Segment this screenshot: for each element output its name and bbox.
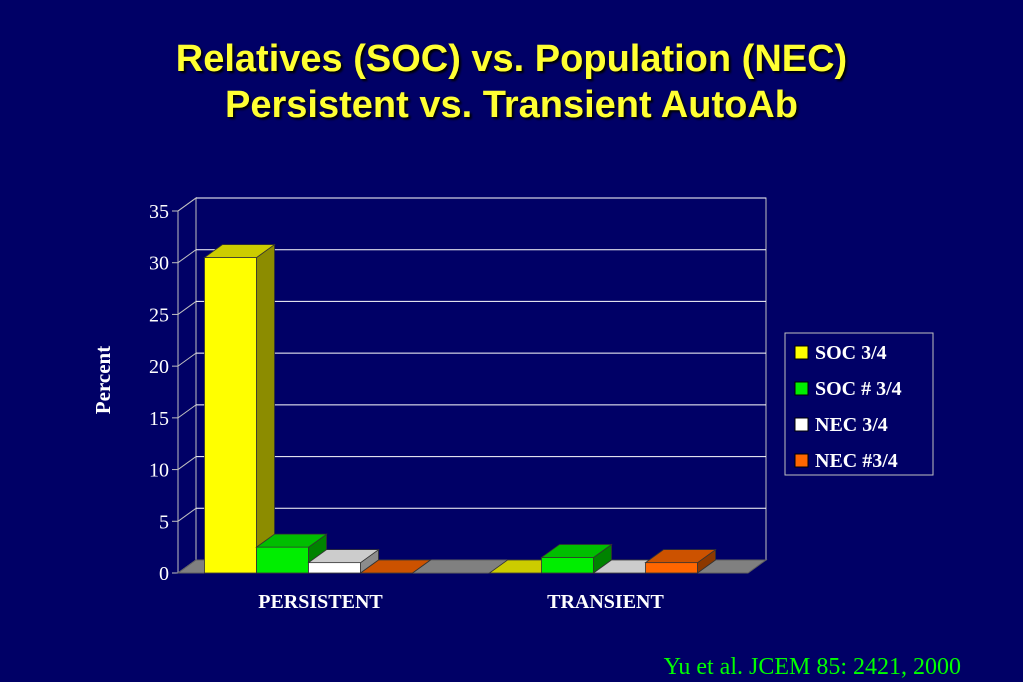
x-category-label: PERSISTENT <box>258 591 383 613</box>
back-wall <box>195 197 767 561</box>
legend-label: NEC #3/4 <box>815 450 898 472</box>
legend-swatch <box>794 453 809 468</box>
y-tick-label: 30 <box>149 253 169 275</box>
gridline-side <box>177 404 197 419</box>
legend-label: SOC 3/4 <box>815 342 887 364</box>
legend-label: SOC # 3/4 <box>815 378 902 400</box>
title-line-2: Persistent vs. Transient AutoAb <box>225 84 798 126</box>
legend-box <box>784 332 934 476</box>
y-tick-label: 10 <box>149 460 169 482</box>
value-axis: 0 5 10 15 20 25 30 35 <box>149 201 179 585</box>
bar-transient-3 <box>644 548 717 574</box>
legend-label: NEC 3/4 <box>815 414 888 436</box>
gridline-side <box>177 352 197 367</box>
bar-persistent-0 <box>203 243 276 574</box>
title-line-1: Relatives (SOC) vs. Population (NEC) <box>175 38 848 80</box>
y-tick-label: 0 <box>159 563 169 585</box>
legend-swatch <box>794 381 809 396</box>
y-tick-label: 20 <box>149 356 169 378</box>
side-wall <box>177 197 197 574</box>
y-tick-label: 25 <box>149 304 169 326</box>
x-category-label: TRANSIENT <box>547 591 664 613</box>
legend: SOC 3/4 SOC # 3/4 NEC 3/4 NEC #3/4 <box>784 332 934 476</box>
bars <box>203 243 717 574</box>
y-tick-label: 15 <box>149 408 169 430</box>
gridline-side <box>177 456 197 470</box>
y-tick-label: 35 <box>149 201 169 223</box>
bar-persistent-3 <box>359 559 432 574</box>
legend-swatch <box>794 345 809 360</box>
gridline-side <box>177 249 197 264</box>
legend-swatch <box>794 417 809 432</box>
gridline-side <box>177 197 197 212</box>
axis-labels: PERSISTENT TRANSIENT Percent <box>91 346 665 613</box>
y-tick-label: 5 <box>159 511 169 533</box>
gridline-side <box>177 301 197 315</box>
grid-lines <box>177 197 767 574</box>
y-axis-title: Percent <box>91 346 115 414</box>
gridline-side <box>177 507 197 522</box>
slide-title: Relatives (SOC) vs. Population (NEC) Per… <box>0 36 1023 128</box>
citation: Yu et al. JCEM 85: 2421, 2000 <box>663 654 961 680</box>
bar-transient-1 <box>540 543 613 574</box>
